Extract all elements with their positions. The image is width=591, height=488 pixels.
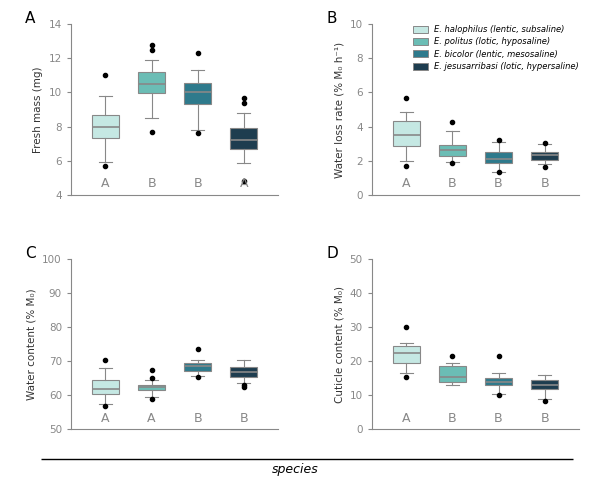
PathPatch shape — [230, 367, 257, 377]
PathPatch shape — [230, 128, 257, 149]
Y-axis label: Water content (% M₀): Water content (% M₀) — [27, 288, 37, 400]
PathPatch shape — [184, 83, 211, 104]
PathPatch shape — [485, 152, 512, 163]
Text: A: A — [101, 412, 110, 425]
Y-axis label: Cuticle content (% M₀): Cuticle content (% M₀) — [334, 286, 344, 403]
Text: B: B — [494, 177, 503, 190]
Text: A: A — [101, 177, 110, 190]
Text: B: B — [448, 412, 457, 425]
Text: A: A — [147, 412, 156, 425]
Text: A: A — [239, 177, 248, 190]
PathPatch shape — [138, 385, 165, 390]
Text: D: D — [326, 245, 338, 261]
PathPatch shape — [393, 122, 420, 146]
Text: C: C — [25, 245, 36, 261]
PathPatch shape — [92, 380, 119, 394]
Text: A: A — [402, 412, 411, 425]
PathPatch shape — [184, 363, 211, 371]
Y-axis label: Fresh mass (mg): Fresh mass (mg) — [33, 66, 43, 153]
Text: B: B — [193, 177, 202, 190]
PathPatch shape — [439, 366, 466, 382]
Text: B: B — [147, 177, 156, 190]
PathPatch shape — [92, 116, 119, 138]
Text: B: B — [193, 412, 202, 425]
PathPatch shape — [485, 378, 512, 385]
PathPatch shape — [439, 145, 466, 156]
Text: A: A — [402, 177, 411, 190]
Text: B: B — [239, 412, 248, 425]
Text: B: B — [540, 177, 549, 190]
Legend: E. halophilus (lentic, subsaline), E. politus (lotic, hyposaline), E. bicolor (l: E. halophilus (lentic, subsaline), E. po… — [410, 22, 583, 75]
Y-axis label: Water loss rate (% M₀ h⁻¹): Water loss rate (% M₀ h⁻¹) — [334, 41, 344, 178]
PathPatch shape — [531, 380, 558, 388]
PathPatch shape — [531, 152, 558, 160]
Text: B: B — [448, 177, 457, 190]
PathPatch shape — [393, 346, 420, 363]
Text: B: B — [494, 412, 503, 425]
PathPatch shape — [138, 72, 165, 93]
Text: B: B — [326, 11, 337, 26]
Text: B: B — [540, 412, 549, 425]
Text: A: A — [25, 11, 35, 26]
Text: species: species — [272, 463, 319, 476]
